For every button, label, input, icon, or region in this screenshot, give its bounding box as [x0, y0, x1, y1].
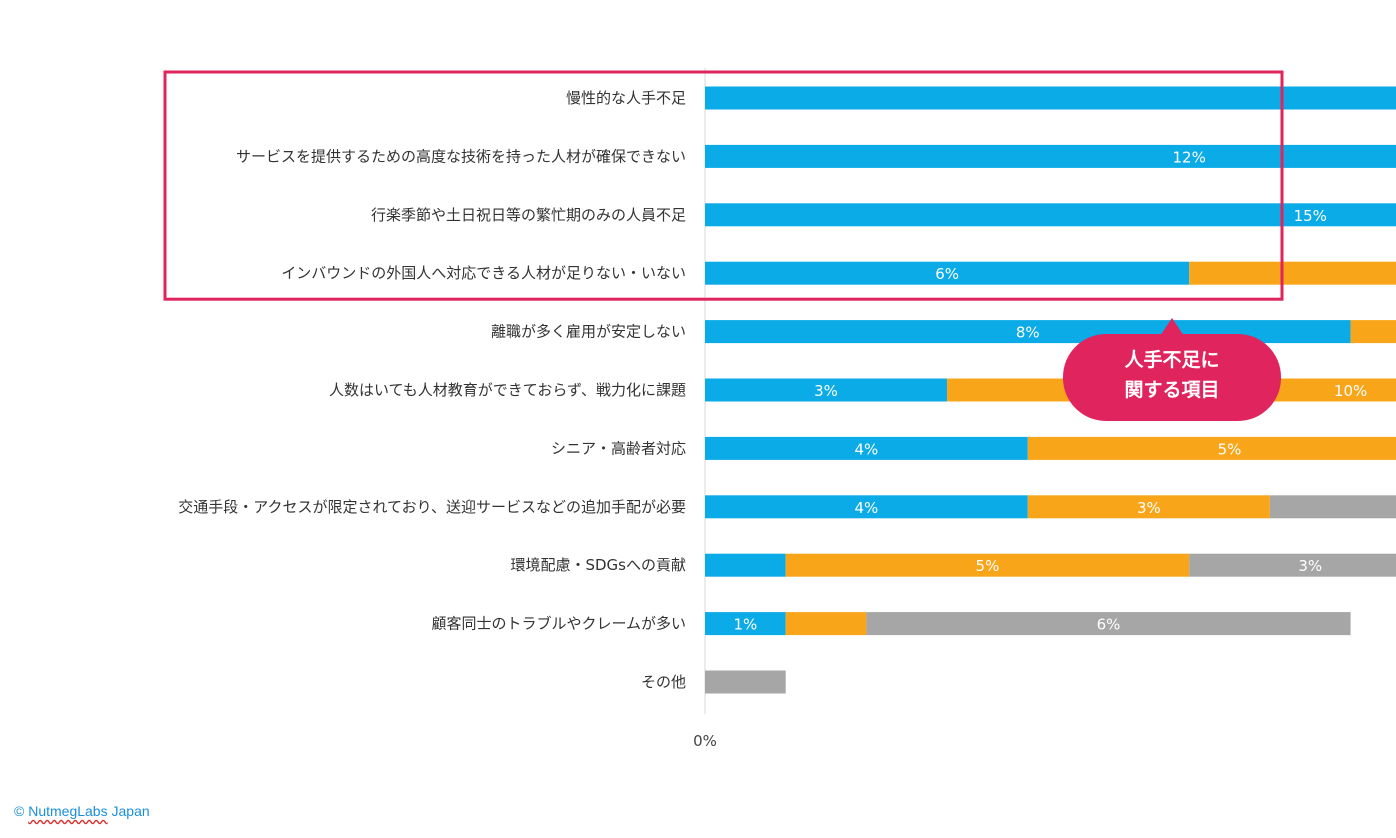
bar-segment	[705, 495, 1028, 519]
bar-segment	[705, 436, 1028, 460]
bar-segment	[866, 612, 1351, 636]
highlight-box	[163, 70, 1284, 301]
segment-label: 3%	[1298, 557, 1322, 575]
bar-segment	[705, 670, 786, 694]
segment-label: 8%	[1016, 324, 1040, 342]
category-label: サービスを提供するための高度な技術を持った人材が確保できない	[236, 147, 686, 165]
bar-segment	[705, 261, 1190, 285]
segment-label: 3%	[1137, 499, 1161, 517]
bar-segment	[705, 378, 948, 402]
segment-label: 15%	[1294, 207, 1327, 225]
segment-label: 3%	[814, 382, 838, 400]
category-label: 顧客同士のトラブルやクレームが多い	[431, 615, 686, 633]
bar-segment	[705, 203, 1396, 227]
callout-text: 関する項目	[1124, 379, 1219, 401]
segment-label: 4%	[855, 440, 879, 458]
x-tick-labels: 0%10%20%30%40%50%60%70%	[693, 732, 717, 750]
category-label: 慢性的な人手不足	[566, 89, 686, 107]
segment-label: 1%	[733, 616, 757, 634]
bar-segment	[705, 553, 786, 577]
bar-segment	[705, 144, 1396, 168]
bar-segment	[705, 612, 786, 636]
x-tick-label: 0%	[693, 732, 717, 750]
category-label: 環境配慮・SDGsへの貢献	[510, 556, 686, 574]
segment-label: 6%	[1097, 616, 1121, 634]
copyright-footer: © NutmegLabs Japan	[14, 803, 150, 819]
category-label: 行楽季節や土日祝日等の繁忙期のみの人員不足	[371, 206, 686, 224]
category-label: シニア・高齢者対応	[551, 439, 686, 457]
category-label: 人数はいても人材教育ができておらず、戦力化に課題	[329, 381, 686, 399]
segment-label: 6%	[935, 265, 959, 283]
bar-segment	[705, 86, 1396, 110]
segment-label: 10%	[1334, 382, 1367, 400]
brand-name: NutmegLabs	[28, 803, 108, 819]
category-label: 離職が多く雇用が安定しない	[491, 323, 686, 341]
bar-segments	[705, 86, 1396, 694]
category-label: その他	[641, 673, 686, 691]
segment-label: 5%	[1218, 440, 1242, 458]
category-labels: 慢性的な人手不足サービスを提供するための高度な技術を持った人材が確保できない行楽…	[178, 89, 686, 691]
bar-segment	[1350, 320, 1396, 344]
bar-segment	[1269, 495, 1396, 519]
segment-label: 12%	[1173, 148, 1206, 166]
bar-segment	[1027, 436, 1396, 460]
bar-segment	[785, 612, 867, 636]
bar-segment	[1189, 261, 1396, 285]
category-label: インバウンドの外国人へ対応できる人材が足りない・いない	[281, 264, 686, 282]
callout-pointer	[1160, 318, 1184, 336]
callout-text: 人手不足に	[1124, 348, 1219, 371]
segment-label: 4%	[855, 499, 879, 517]
copyright-symbol: ©	[14, 803, 25, 819]
bar-segment	[1027, 495, 1270, 519]
category-label: 交通手段・アクセスが限定されており、送迎サービスなどの追加手配が必要	[178, 498, 686, 516]
callout-bubble	[1063, 334, 1281, 421]
segment-labels: 45%10%7%12%23%23%15%15%6%6%14%14%8%13%11…	[733, 148, 1367, 634]
bar-segment	[785, 553, 1190, 577]
bar-segment	[1189, 553, 1396, 577]
segment-label: 5%	[976, 557, 1000, 575]
brand-suffix: Japan	[107, 803, 150, 819]
